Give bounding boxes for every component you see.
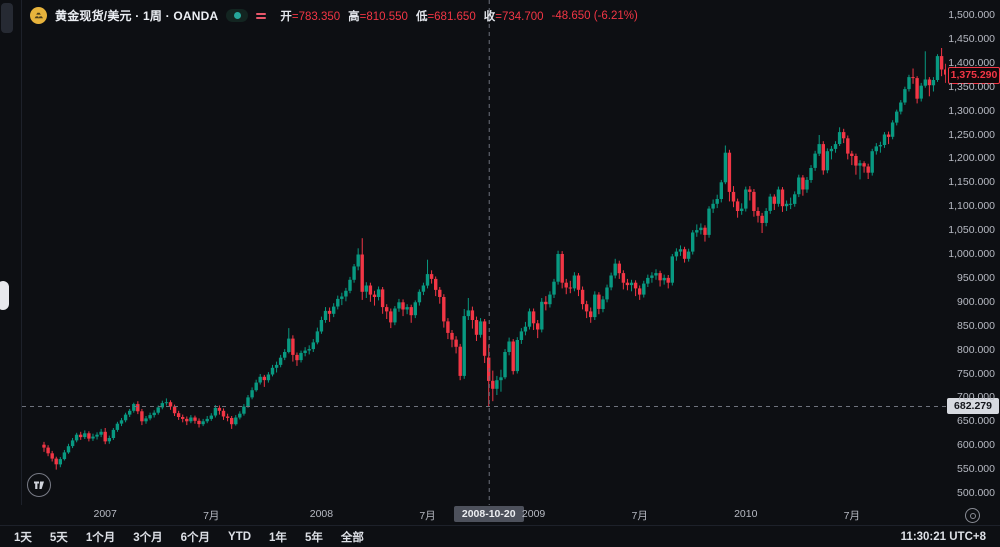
gold-symbol-icon[interactable] xyxy=(30,7,47,24)
price-axis-tick: 1,050.000 xyxy=(948,224,995,237)
price-axis-tick: 1,150.000 xyxy=(948,176,995,189)
low-label: 低 xyxy=(415,10,428,23)
symbol-header: 黄金现货/美元 · 1周 · OANDA 开=783.350 高=810.550… xyxy=(30,7,638,24)
chart-pane[interactable] xyxy=(0,0,946,505)
open-label: 开 xyxy=(280,10,292,23)
high-value: 810.550 xyxy=(366,10,408,23)
close-value: 734.700 xyxy=(501,10,544,23)
range-button-5年[interactable]: 5年 xyxy=(305,529,323,545)
ohlc-readout: 开=783.350 高=810.550 低=681.650 收=734.700 … xyxy=(280,9,638,23)
range-button-1年[interactable]: 1年 xyxy=(269,529,287,545)
price-axis-tick: 850.000 xyxy=(957,319,995,332)
range-button-3个月[interactable]: 3个月 xyxy=(133,529,162,545)
time-axis-tick: 7月 xyxy=(419,510,436,522)
price-axis-tick: 600.000 xyxy=(957,439,995,452)
market-open-dot xyxy=(233,12,241,19)
range-selector: 1天 5天 1个月 3个月 6个月 YTD 1年 5年 全部 xyxy=(14,529,364,545)
candlestick-chart[interactable] xyxy=(0,0,946,505)
show-drawing-toolbar-handle[interactable] xyxy=(0,281,9,310)
candles xyxy=(42,48,946,470)
bottom-toolbar: 1天 5天 1个月 3个月 6个月 YTD 1年 5年 全部 11:30:21 UTC+8 xyxy=(0,525,1000,547)
price-axis-tick: 1,250.000 xyxy=(948,128,995,141)
price-axis-tick: 700.000 xyxy=(957,391,995,404)
range-button-5天[interactable]: 5天 xyxy=(50,529,68,545)
symbol-title[interactable]: 黄金现货/美元 · 1周 · OANDA xyxy=(55,9,219,23)
low-value: 681.650 xyxy=(434,10,476,23)
price-axis-tick: 800.000 xyxy=(957,343,995,356)
clock-timezone[interactable]: 11:30:21 UTC+8 xyxy=(900,530,986,543)
time-axis-tick: 2007 xyxy=(93,508,117,520)
price-axis-tick: 750.000 xyxy=(957,367,995,380)
price-axis-tick: 1,400.000 xyxy=(948,56,995,69)
range-button-YTD[interactable]: YTD xyxy=(228,530,252,543)
range-button-1个月[interactable]: 1个月 xyxy=(86,529,115,545)
price-axis-tick: 900.000 xyxy=(957,295,995,308)
open-value: 783.350 xyxy=(298,10,341,23)
time-axis-tick: 2010 xyxy=(734,508,758,520)
ohlc-list-icon[interactable] xyxy=(256,12,267,19)
range-button-全部[interactable]: 全部 xyxy=(341,529,364,545)
price-axis-tick: 550.000 xyxy=(957,463,995,476)
crosshair-price-label: 682.279 xyxy=(947,397,999,414)
price-axis-tick: 1,450.000 xyxy=(948,32,995,45)
price-axis-tick: 1,100.000 xyxy=(948,200,995,213)
last-price-label: 1,375.290 xyxy=(948,66,1000,84)
time-axis-tick: 2008 xyxy=(309,508,334,520)
price-axis-tick: 1,200.000 xyxy=(948,152,995,165)
price-axis[interactable]: 1,375.290 682.279 1,500.000 1,450.000 1,40… xyxy=(946,0,1000,505)
time-axis-tick: 7月 xyxy=(843,510,860,522)
close-label: 收 xyxy=(483,10,496,23)
tradingview-logo[interactable] xyxy=(27,473,51,497)
price-axis-tick: 1,000.000 xyxy=(948,248,995,260)
time-axis[interactable]: 2008-10-20 2007 7月 2008 7月 2009 7月 2010 7月 xyxy=(0,505,1000,525)
range-button-1天[interactable]: 1天 xyxy=(14,529,32,545)
price-axis-tick: 950.000 xyxy=(957,271,995,284)
price-axis-tick: 650.000 xyxy=(957,415,995,428)
price-axis-tick: 500.000 xyxy=(957,487,995,499)
time-axis-tick: 7月 xyxy=(631,510,648,522)
time-axis-tick: 2009 xyxy=(521,508,546,520)
tv-glyph xyxy=(34,481,44,489)
price-axis-tick: 1,500.000 xyxy=(948,9,995,21)
change-value: -48.650 (-6.21%) xyxy=(551,9,638,22)
crosshair-date-label: 2008-10-20 xyxy=(453,506,524,522)
gold-bars-glyph xyxy=(34,12,43,19)
high-label: 高 xyxy=(348,10,360,23)
drawing-toolbar-rail xyxy=(0,0,22,525)
price-axis-tick: 1,350.000 xyxy=(948,80,995,93)
time-axis-tick: 7月 xyxy=(203,510,220,522)
rail-button[interactable] xyxy=(1,3,13,33)
price-axis-tick: 1,300.000 xyxy=(948,104,995,117)
market-status-icon[interactable] xyxy=(226,9,249,22)
time-axis-settings-icon[interactable] xyxy=(965,508,980,523)
range-button-6个月[interactable]: 6个月 xyxy=(181,529,210,545)
